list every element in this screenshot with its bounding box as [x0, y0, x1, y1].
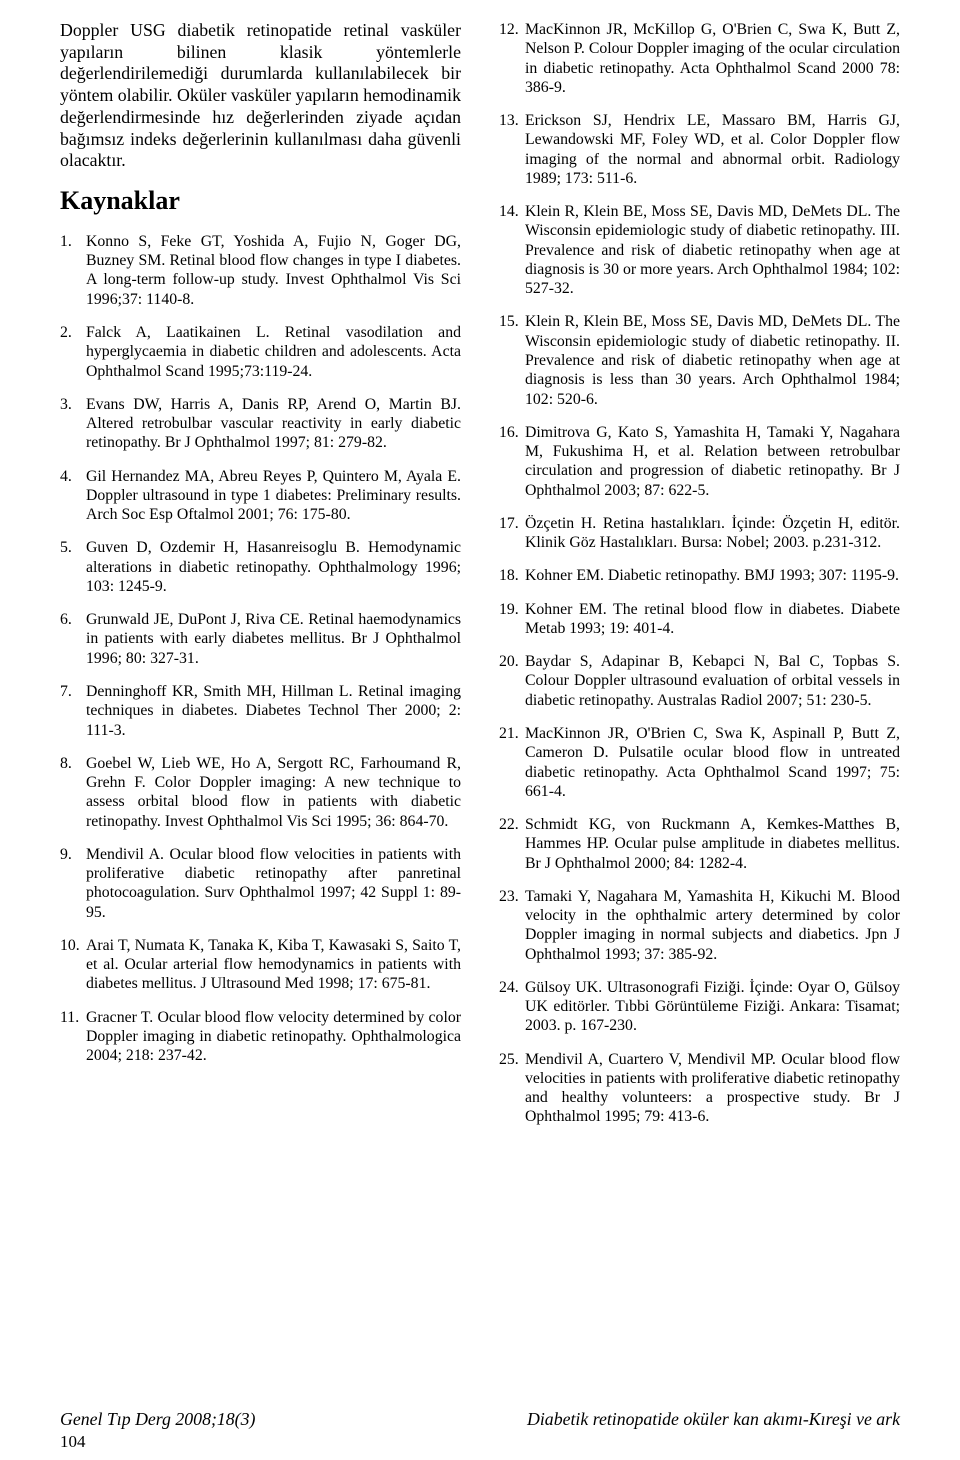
column-left: Doppler USG diabetik retinopatide retina… — [60, 20, 461, 1141]
reference-item: Schmidt KG, von Ruckmann A, Kemkes-Matth… — [499, 815, 900, 873]
intro-paragraph: Doppler USG diabetik retinopatide retina… — [60, 20, 461, 172]
reference-item: Klein R, Klein BE, Moss SE, Davis MD, De… — [499, 312, 900, 408]
reference-item: Kohner EM. The retinal blood flow in dia… — [499, 600, 900, 639]
reference-item: Arai T, Numata K, Tanaka K, Kiba T, Kawa… — [60, 936, 461, 994]
reference-item: Gülsoy UK. Ultrasonografi Fiziği. İçinde… — [499, 978, 900, 1036]
reference-item: Erickson SJ, Hendrix LE, Massaro BM, Har… — [499, 111, 900, 188]
reference-item: Guven D, Ozdemir H, Hasanreisoglu B. Hem… — [60, 538, 461, 596]
reference-item: Goebel W, Lieb WE, Ho A, Sergott RC, Far… — [60, 754, 461, 831]
reference-item: Kohner EM. Diabetic retinopathy. BMJ 199… — [499, 566, 900, 585]
references-heading: Kaynaklar — [60, 186, 461, 216]
references-list-right: MacKinnon JR, McKillop G, O'Brien C, Swa… — [499, 20, 900, 1127]
reference-item: Klein R, Klein BE, Moss SE, Davis MD, De… — [499, 202, 900, 298]
reference-item: Mendivil A. Ocular blood flow velocities… — [60, 845, 461, 922]
reference-item: MacKinnon JR, McKillop G, O'Brien C, Swa… — [499, 20, 900, 97]
reference-item: MacKinnon JR, O'Brien C, Swa K, Aspinall… — [499, 724, 900, 801]
page-footer: Genel Tıp Derg 2008;18(3) Diabetik retin… — [60, 1409, 900, 1430]
reference-item: Denninghoff KR, Smith MH, Hillman L. Ret… — [60, 682, 461, 740]
reference-item: Konno S, Feke GT, Yoshida A, Fujio N, Go… — [60, 232, 461, 309]
references-list-left: Konno S, Feke GT, Yoshida A, Fujio N, Go… — [60, 232, 461, 1066]
reference-item: Baydar S, Adapinar B, Kebapci N, Bal C, … — [499, 652, 900, 710]
reference-item: Tamaki Y, Nagahara M, Yamashita H, Kikuc… — [499, 887, 900, 964]
reference-item: Özçetin H. Retina hastalıkları. İçinde: … — [499, 514, 900, 553]
page-number: 104 — [60, 1432, 86, 1452]
reference-item: Falck A, Laatikainen L. Retinal vasodila… — [60, 323, 461, 381]
column-right: MacKinnon JR, McKillop G, O'Brien C, Swa… — [499, 20, 900, 1141]
footer-running-title: Diabetik retinopatide oküler kan akımı-K… — [527, 1409, 900, 1430]
reference-item: Gil Hernandez MA, Abreu Reyes P, Quinter… — [60, 467, 461, 525]
reference-item: Mendivil A, Cuartero V, Mendivil MP. Ocu… — [499, 1050, 900, 1127]
page: Doppler USG diabetik retinopatide retina… — [0, 0, 960, 1460]
reference-item: Dimitrova G, Kato S, Yamashita H, Tamaki… — [499, 423, 900, 500]
reference-item: Gracner T. Ocular blood flow velocity de… — [60, 1008, 461, 1066]
footer-journal-citation: Genel Tıp Derg 2008;18(3) — [60, 1409, 255, 1430]
two-column-layout: Doppler USG diabetik retinopatide retina… — [60, 20, 900, 1141]
reference-item: Evans DW, Harris A, Danis RP, Arend O, M… — [60, 395, 461, 453]
reference-item: Grunwald JE, DuPont J, Riva CE. Retinal … — [60, 610, 461, 668]
